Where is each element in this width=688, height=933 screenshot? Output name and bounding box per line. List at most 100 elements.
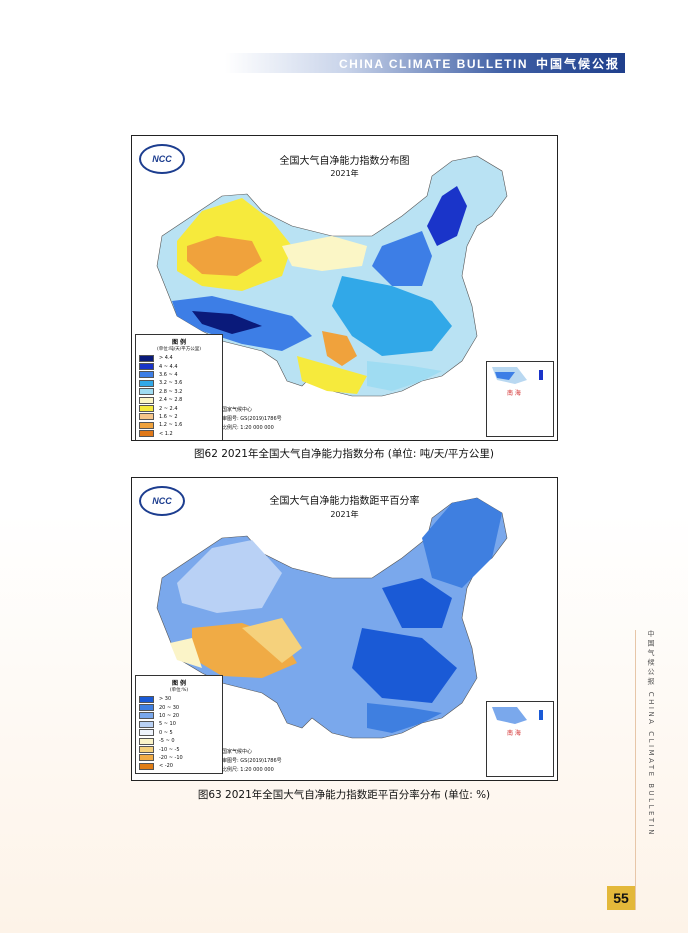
map1-central-blue (332, 276, 452, 356)
map2-title: 全国大气自净能力指数距平百分率 (269, 496, 420, 507)
map1-legend-swatch (139, 371, 154, 379)
map1-tibet-dark (192, 311, 262, 334)
map1-legend-item: > 4.4 (139, 354, 219, 362)
map1-sichuan-orange (322, 331, 357, 366)
map2-legend-label: -5 ~ 0 (159, 738, 175, 745)
map2-south-blue (367, 703, 442, 733)
map2-legend-label: 10 ~ 20 (159, 712, 180, 719)
map2-legend-label: -10 ~ -5 (159, 746, 180, 753)
map1-legend-item: 2 ~ 2.4 (139, 404, 219, 413)
map1-legend-swatch (139, 430, 154, 438)
map1-legend-swatch (139, 388, 154, 396)
map1-south-sea-inset: 南 海 (486, 361, 554, 437)
map1-legend-label: 2.4 ~ 2.8 (159, 397, 183, 404)
map1-legend-item: 2.4 ~ 2.8 (139, 396, 219, 404)
map2-legend: 图 例 (单位:%) > 30 20 ~ 30 10 ~ 20 5 ~ 10 0 ~ 5… (135, 675, 223, 774)
map2-legend-item: -10 ~ -5 (139, 745, 219, 754)
map2-legend-swatch (139, 695, 154, 703)
map1-legend-item: 4 ~ 4.4 (139, 362, 219, 371)
map2-legend-swatch (139, 754, 154, 762)
side-running-title: 中国气候公报 CHINA CLIMATE BULLETIN (647, 630, 655, 837)
ncc-logo-2: NCC (139, 486, 185, 516)
map2-credit-scale: 比例尺: 1:20 000 000 (222, 767, 274, 773)
header-title-en: CHINA CLIMATE BULLETIN (339, 57, 528, 71)
map1-legend-label: 4 ~ 4.4 (159, 363, 178, 370)
map1-legend-rows: > 4.4 4 ~ 4.4 3.6 ~ 4 3.2 ~ 3.6 2.8 ~ 3.2 2.4… (139, 354, 219, 438)
map1-south-lightblue (367, 361, 442, 391)
map2-legend-label: < -20 (159, 763, 173, 770)
map1-inset-label: 南 海 (507, 390, 521, 397)
map1-legend: 图 例 (单位:吨/天/平方公里) > 4.4 4 ~ 4.4 3.6 ~ 4 3.2… (135, 334, 223, 440)
map2-legend-label: 5 ~ 10 (159, 721, 176, 728)
map1-graphic (156, 155, 508, 397)
map1-inset-graphic (492, 367, 543, 384)
map1-legend-item: 1.6 ~ 2 (139, 413, 219, 421)
map2-legend-label: -20 ~ -10 (159, 754, 183, 761)
map2-legend-item: < -20 (139, 762, 219, 770)
map1-legend-label: 3.2 ~ 3.6 (159, 380, 183, 387)
map1-credit-scale: 比例尺: 1:20 000 000 (222, 425, 274, 431)
map1-legend-item: 3.2 ~ 3.6 (139, 379, 219, 387)
map2-inset-graphic (492, 707, 543, 724)
map2-legend-item: -5 ~ 0 (139, 737, 219, 745)
map2-legend-label: 0 ~ 5 (159, 729, 173, 736)
map2-legend-rows: > 30 20 ~ 30 10 ~ 20 5 ~ 10 0 ~ 5 -5 ~ 0 -10 ~… (139, 695, 219, 771)
map1-legend-label: > 4.4 (159, 355, 173, 362)
map1-legend-swatch (139, 405, 154, 413)
map1-legend-swatch (139, 354, 154, 362)
map2-south-sea-inset: 南 海 (486, 701, 554, 777)
map1-credit: 国家气候中心 审图号: GS(2019)1786号 比例尺: 1:20 000 … (222, 406, 352, 433)
map1-legend-label: 2.8 ~ 3.2 (159, 388, 183, 395)
map2-northwest-light (177, 540, 282, 613)
map1-legend-unit: (单位:吨/天/平方公里) (156, 347, 202, 352)
map2-north-dark (382, 578, 452, 628)
map1-legend-item: 3.6 ~ 4 (139, 371, 219, 379)
map2-credit-org: 国家气候中心 (222, 749, 253, 755)
map2-legend-item: 5 ~ 10 (139, 720, 219, 728)
map1-title: 全国大气自净能力指数分布图 (279, 156, 410, 167)
map2-legend-item: 20 ~ 30 (139, 703, 219, 712)
header-band (225, 53, 625, 73)
map1-legend-item: 2.8 ~ 3.2 (139, 388, 219, 396)
map2-legend-item: > 30 (139, 695, 219, 703)
map2-legend-swatch (139, 720, 154, 728)
map1-legend-swatch (139, 379, 154, 387)
map1-legend-swatch (139, 413, 154, 421)
map2-central-dark (352, 628, 457, 703)
map2-legend-item: -20 ~ -10 (139, 754, 219, 762)
map1-north-blue (372, 231, 432, 286)
map2-legend-item: 0 ~ 5 (139, 729, 219, 737)
side-divider (635, 630, 636, 910)
map1-credit-org: 国家气候中心 (222, 407, 253, 413)
map1-mongolia-yellow (282, 236, 367, 271)
map2-legend-swatch (139, 746, 154, 754)
map2-year: 2021年 (330, 510, 359, 519)
map2-legend-label: 20 ~ 30 (159, 704, 180, 711)
map2-west-edge (170, 638, 202, 668)
map1-southwest-yellow (297, 356, 367, 394)
map2-legend-label: > 30 (159, 696, 172, 703)
map2-northeast-blue (422, 498, 502, 588)
ncc-logo: NCC (139, 144, 185, 174)
map1-legend-item: 1.2 ~ 1.6 (139, 421, 219, 429)
map2-legend-swatch (139, 704, 154, 712)
header-title: CHINA CLIMATE BULLETIN 中国气候公报 (339, 55, 620, 72)
map2-legend-unit: (单位:%) (169, 688, 189, 693)
map-self-purification-index: NCC 全国大气自净能力指数分布图 2021年 图 例 (单位:吨/天/平方公里… (131, 135, 558, 441)
map1-legend-label: 1.6 ~ 2 (159, 413, 178, 420)
map1-legend-label: 2 ~ 2.4 (159, 405, 178, 412)
map1-legend-label: 3.6 ~ 4 (159, 371, 178, 378)
map2-inset-label: 南 海 (507, 730, 521, 737)
map1-legend-label: < 1.2 (159, 430, 173, 437)
map2-legend-swatch (139, 712, 154, 720)
map2-tibet-yellow (242, 618, 302, 663)
map1-year: 2021年 (330, 169, 359, 178)
map1-legend-item: < 1.2 (139, 430, 219, 438)
map1-legend-swatch (139, 421, 154, 429)
map2-legend-item: 10 ~ 20 (139, 712, 219, 720)
map2-legend-title: 图 例 (171, 680, 187, 687)
page-number: 55 (607, 886, 635, 910)
map1-legend-title: 图 例 (171, 339, 187, 346)
map2-legend-swatch (139, 737, 154, 745)
map1-legend-swatch (139, 396, 154, 404)
